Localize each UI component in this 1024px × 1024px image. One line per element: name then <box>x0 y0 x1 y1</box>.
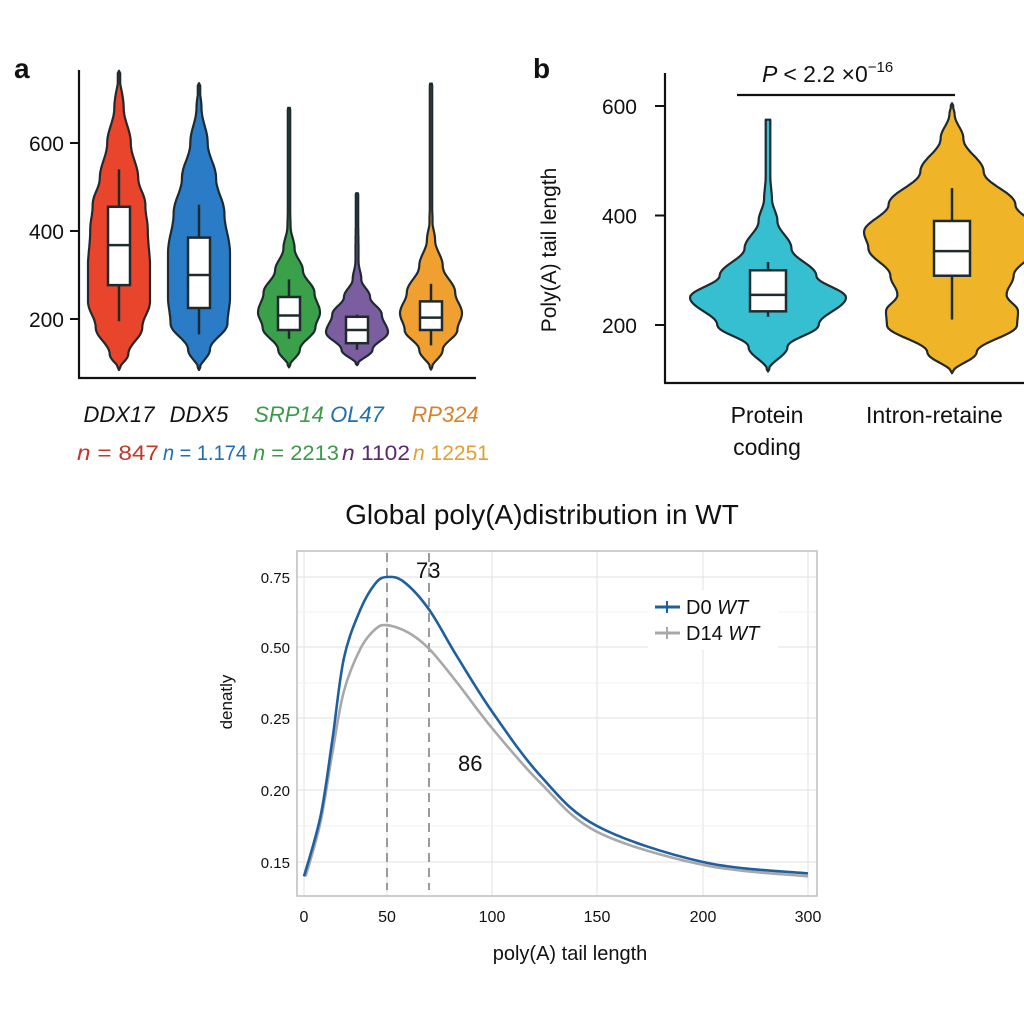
y-tick-label: 0.20 <box>261 783 290 800</box>
p-value-text: < 2.2 ×0 <box>783 61 867 87</box>
chart-title: Global poly(A)distribution in WT <box>345 499 739 530</box>
panel-b: b Poly(A) tail length 200 400 600 P < 2.2 ×… <box>533 53 1024 460</box>
category-label: DDX5 <box>170 402 229 427</box>
violin-rp324-box <box>418 300 444 332</box>
y-tick-label: 400 <box>29 221 64 244</box>
violin-protein-coding-violin <box>688 118 848 373</box>
density-y-axis-label: denatly <box>217 674 236 729</box>
legend-label-suffix: WT <box>717 597 750 619</box>
panel-b-y-ticks: 200 400 600 <box>602 96 665 338</box>
x-tick-label: 0 <box>300 909 309 926</box>
violin-ddx5-box <box>186 236 212 310</box>
legend-label: D0 WT <box>686 597 750 619</box>
category-label: DDX17 <box>84 402 156 427</box>
annotation-73: 73 <box>416 558 440 583</box>
violin-protein-coding-box <box>748 269 788 313</box>
n-symbol: n <box>77 442 91 465</box>
y-tick-label: 0.25 <box>261 711 290 728</box>
p-value-exponent: −16 <box>868 59 893 76</box>
n-symbol: n <box>413 442 425 465</box>
n-value: = 2213 <box>265 442 339 465</box>
n-count-label: n = 1.174 <box>163 442 247 465</box>
panel-label-b: b <box>533 53 550 84</box>
legend-label-prefix: D14 <box>686 623 728 645</box>
annotation-86: 86 <box>458 751 482 776</box>
panel-a-category-labels: DDX17 n = 847 DDX5 n = 1.174 SRP14 n = 2213 OL… <box>77 402 489 465</box>
panel-b-y-axis-label: Poly(A) tail length <box>538 168 561 333</box>
category-label: coding <box>733 434 801 460</box>
panel-a-y-ticks: 200 400 600 <box>29 133 79 332</box>
panel-b-violins <box>688 102 1024 375</box>
y-tick-label: 0.75 <box>261 570 290 587</box>
y-tick-label: 0.15 <box>261 855 290 872</box>
panel-a-violins <box>86 69 464 372</box>
series-line-d0-wt <box>302 575 809 877</box>
n-value: 1102 <box>355 442 410 465</box>
y-tick-label: 600 <box>602 96 637 119</box>
series-line-d14-wt <box>304 623 809 878</box>
density-plot-frame <box>296 550 818 897</box>
density-series <box>302 575 809 878</box>
panel-a: a 200 400 600 DDX17 n = 847 DDX5 n = 1.174 SRP… <box>14 53 489 465</box>
violin-srp14-violin <box>256 106 322 369</box>
category-label: Intron-retaine <box>866 402 1003 428</box>
category-label: OL47 <box>330 402 385 427</box>
n-value: = 1.174 <box>174 442 247 465</box>
legend-label: D14 WT <box>686 623 761 645</box>
panel-b-category-labels: Protein coding Intron-retaine <box>731 402 1003 460</box>
category-label: SRP14 <box>254 402 324 427</box>
violin-ol47-violin <box>324 192 390 367</box>
x-tick-label: 50 <box>378 909 396 926</box>
y-tick-label: 200 <box>29 309 64 332</box>
y-tick-label: 200 <box>602 315 637 338</box>
n-count-label: n 1102 <box>342 442 410 465</box>
n-count-label: n = 847 <box>77 442 159 465</box>
x-tick-label: 300 <box>795 909 822 926</box>
p-symbol: P <box>762 61 778 87</box>
density-ticks: 0 50 100 150 200 300 0.75 0.50 0.25 0.20 0.15 <box>261 570 822 926</box>
x-tick-label: 150 <box>584 909 611 926</box>
n-count-label: n 12251 <box>413 442 489 465</box>
violin-srp14-box <box>276 295 302 332</box>
violin-intron-retained-box <box>932 219 972 277</box>
density-reference-lines <box>386 553 430 890</box>
violin-rp324-violin <box>398 82 464 371</box>
density-x-axis-label: poly(A) tail length <box>493 943 648 965</box>
n-symbol: n <box>253 442 265 465</box>
category-label: Protein <box>731 402 804 428</box>
y-tick-label: 600 <box>29 133 64 156</box>
legend-box <box>648 590 778 650</box>
n-symbol: n <box>342 442 355 465</box>
n-count-label: n = 2213 <box>253 442 339 465</box>
significance-label: P < 2.2 ×0−16 <box>762 59 893 87</box>
n-value: = 847 <box>91 442 159 465</box>
y-tick-label: 0.50 <box>261 640 290 657</box>
n-symbol: n <box>163 442 174 465</box>
legend-label-suffix: WT <box>728 623 761 645</box>
panel-label-a: a <box>14 53 30 84</box>
y-tick-label: 400 <box>602 206 637 229</box>
category-label: RP324 <box>411 402 478 427</box>
panel-density: Global poly(A)distribution in WT 0 50 100 1… <box>217 499 821 965</box>
x-tick-label: 200 <box>690 909 717 926</box>
legend-label-prefix: D0 <box>686 597 717 619</box>
n-value: 12251 <box>425 442 489 465</box>
x-tick-label: 100 <box>479 909 506 926</box>
